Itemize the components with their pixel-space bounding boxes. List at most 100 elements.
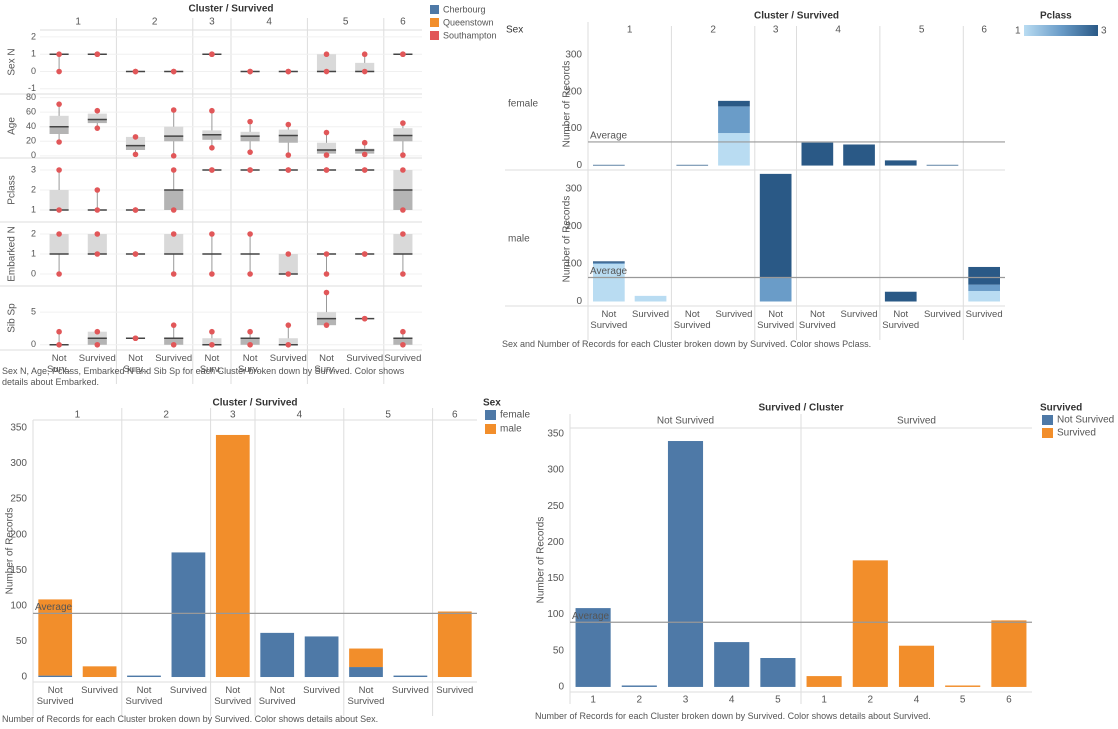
- point: [132, 134, 139, 140]
- column-label: Not Survived: [347, 685, 385, 707]
- legend-title: Survived: [1040, 403, 1082, 414]
- box-upper: [240, 131, 260, 137]
- box-upper: [49, 115, 69, 127]
- row-label: Embarked N: [7, 226, 18, 282]
- legend-label: male: [500, 424, 522, 435]
- column-label: Survived: [303, 685, 341, 696]
- row-label: Sib Sp: [7, 303, 18, 333]
- group-header: 6: [452, 410, 458, 421]
- legend-label: Cherbourg: [443, 4, 486, 14]
- box-lower: [240, 136, 260, 142]
- column-label: Not Surv..: [47, 353, 72, 375]
- point: [56, 51, 62, 58]
- caption: Sex and Number of Records for each Clust…: [502, 339, 872, 349]
- y-tick-label: 60: [26, 107, 36, 117]
- y-tick-label: 0: [576, 160, 582, 171]
- bar: [991, 620, 1027, 687]
- average-label: Average: [572, 611, 610, 622]
- column-label: Survived: [391, 685, 429, 696]
- point: [247, 271, 253, 277]
- point: [132, 251, 139, 257]
- chart-title: Cluster / Survived: [212, 398, 297, 409]
- bar-segment: [718, 100, 750, 107]
- box-upper: [316, 54, 337, 72]
- point: [94, 51, 101, 58]
- y-tick-label: 1: [31, 248, 36, 258]
- y-tick-label: 200: [565, 86, 582, 97]
- point: [400, 207, 406, 213]
- point: [361, 68, 368, 75]
- column-label: Survived: [715, 309, 753, 320]
- column-label: Survived: [840, 309, 878, 320]
- y-tick-label: 100: [10, 600, 27, 611]
- x-tick-label: 1: [821, 695, 827, 706]
- bar-segment: [968, 266, 1000, 285]
- legend-title: Pclass: [1040, 11, 1072, 22]
- y-tick-label: 0: [31, 339, 36, 349]
- group-header: 2: [163, 410, 169, 421]
- point: [94, 251, 101, 257]
- bar: [714, 642, 750, 687]
- point: [361, 251, 368, 257]
- column-label: Not Surv..: [314, 353, 339, 375]
- y-tick-label: 50: [553, 645, 565, 656]
- y-tick-label: 350: [10, 422, 27, 433]
- bar-segment: [718, 106, 750, 134]
- point: [400, 152, 406, 158]
- x-tick-label: 4: [729, 695, 735, 706]
- x-tick-label: 5: [775, 695, 781, 706]
- bar: [945, 685, 981, 687]
- column-label: Survived: [632, 309, 670, 320]
- point: [400, 271, 406, 277]
- bar: [852, 560, 888, 687]
- point: [400, 341, 406, 348]
- x-tick-label: 3: [683, 695, 689, 706]
- point: [400, 120, 406, 126]
- point: [209, 167, 215, 173]
- point: [94, 207, 101, 213]
- point: [94, 125, 101, 131]
- box-upper: [49, 190, 69, 210]
- box-upper: [278, 129, 298, 136]
- group-header: 4: [266, 17, 272, 28]
- bar-segment: [260, 632, 295, 678]
- point: [247, 231, 253, 237]
- bar: [621, 685, 657, 687]
- point: [170, 341, 177, 348]
- y-tick-label: 0: [31, 66, 36, 76]
- bar-segment: [968, 290, 1000, 302]
- box-lower: [87, 338, 107, 345]
- legend-swatch: [1042, 428, 1053, 438]
- bar-segment: [634, 295, 667, 302]
- column-label: Not Survived: [882, 309, 920, 331]
- point: [285, 121, 292, 128]
- point: [361, 167, 368, 173]
- bar: [760, 658, 796, 687]
- box-lower: [164, 338, 184, 345]
- point: [170, 167, 177, 173]
- column-label: Survived: [78, 353, 116, 364]
- bar-segment: [593, 262, 625, 264]
- bar-segment: [349, 648, 383, 668]
- point: [209, 51, 215, 58]
- point: [400, 328, 406, 335]
- point: [56, 207, 62, 213]
- y-axis-title: Number of Records: [562, 61, 573, 148]
- point: [323, 129, 330, 136]
- caption: Number of Records for each Cluster broke…: [535, 711, 931, 721]
- point: [285, 322, 292, 328]
- y-tick-label: 0: [31, 268, 36, 278]
- column-label: Not Surv..: [238, 353, 263, 375]
- box-upper: [87, 331, 107, 339]
- bar-segment: [171, 552, 206, 678]
- y-tick-label: 250: [10, 494, 27, 505]
- box-lower: [393, 190, 413, 210]
- column-label: Survived: [169, 685, 207, 696]
- legend-swatch: [485, 410, 496, 420]
- point: [56, 68, 62, 75]
- group-header: Not Survived: [657, 416, 714, 427]
- point: [285, 68, 292, 75]
- box-upper: [393, 170, 413, 190]
- bar-segment: [349, 667, 383, 678]
